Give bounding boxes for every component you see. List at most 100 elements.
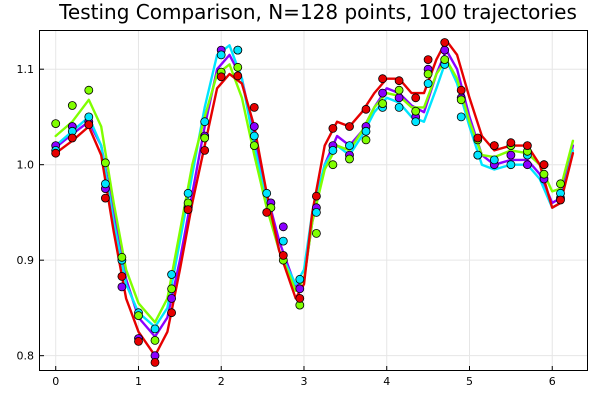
data-point-1	[278, 236, 288, 246]
data-point-1	[361, 126, 371, 136]
data-point-1	[411, 117, 421, 127]
data-point-0	[117, 282, 127, 292]
y-tick-label: 0.9	[17, 254, 35, 267]
data-point-1	[394, 103, 404, 112]
data-point-3	[183, 205, 193, 215]
data-point-2	[117, 252, 127, 262]
data-point-0	[523, 160, 532, 170]
data-point-3	[489, 141, 499, 151]
data-point-1	[84, 112, 94, 122]
data-point-1	[167, 270, 177, 279]
data-point-2	[67, 101, 77, 110]
data-point-3	[378, 74, 388, 84]
data-point-3	[345, 122, 354, 131]
data-point-1	[506, 160, 516, 170]
data-point-3	[440, 38, 450, 47]
data-point-1	[249, 131, 259, 141]
data-point-0	[295, 284, 305, 294]
data-point-3	[556, 195, 565, 205]
x-tick-label: 4	[383, 375, 390, 388]
data-point-3	[101, 193, 110, 203]
x-axis-ticks: 0 1 2 3 4 5 6	[52, 366, 556, 388]
data-point-2	[200, 133, 210, 143]
data-point-1	[216, 50, 226, 60]
data-point-1	[489, 155, 499, 165]
data-point-3	[134, 336, 143, 346]
data-point-1	[101, 179, 110, 189]
data-point-3	[423, 55, 433, 64]
x-tick-label: 3	[300, 375, 307, 388]
data-point-3	[233, 71, 243, 81]
series-layer	[51, 38, 575, 367]
data-point-2	[539, 169, 549, 179]
data-point-2	[167, 284, 177, 294]
x-tick-label: 0	[52, 375, 59, 388]
data-point-1	[311, 207, 321, 217]
data-point-1	[233, 45, 243, 55]
data-point-2	[411, 106, 421, 116]
y-tick-label: 0.8	[17, 350, 35, 363]
x-tick-label: 5	[466, 375, 473, 388]
data-point-3	[117, 271, 127, 281]
data-point-1	[456, 112, 466, 122]
data-point-0	[394, 93, 404, 103]
data-point-3	[167, 308, 177, 318]
data-point-2	[328, 160, 338, 170]
data-point-3	[216, 72, 226, 82]
x-tick-label: 6	[549, 375, 556, 388]
data-point-1	[262, 188, 272, 198]
data-point-1	[150, 324, 160, 334]
data-point-0	[506, 150, 516, 160]
data-point-3	[394, 76, 404, 86]
data-point-2	[249, 141, 259, 151]
data-point-1	[423, 79, 433, 88]
data-point-2	[150, 335, 160, 345]
data-point-0	[378, 88, 388, 98]
data-point-3	[278, 250, 288, 260]
data-point-0	[440, 45, 450, 55]
data-point-2	[134, 311, 143, 321]
data-point-3	[523, 141, 532, 151]
data-point-3	[411, 93, 421, 103]
data-point-2	[361, 135, 371, 145]
data-point-1	[295, 274, 305, 284]
data-point-0	[167, 293, 177, 303]
data-point-3	[456, 85, 466, 95]
data-point-1	[345, 141, 354, 151]
data-point-1	[183, 188, 193, 198]
data-point-3	[150, 357, 160, 367]
plot-frame	[39, 30, 588, 371]
y-tick-label: 1.1	[17, 63, 35, 76]
data-point-3	[473, 133, 483, 143]
data-point-2	[311, 228, 321, 238]
series-line-2	[54, 58, 575, 324]
x-tick-label: 2	[218, 375, 225, 388]
data-point-0	[249, 122, 259, 131]
x-tick-label: 1	[135, 375, 142, 388]
data-point-3	[295, 293, 305, 303]
series-line-3	[54, 39, 575, 357]
series-line-1	[54, 44, 575, 329]
data-point-3	[51, 148, 61, 158]
data-point-2	[345, 154, 354, 164]
data-point-3	[200, 145, 210, 155]
data-point-2	[378, 99, 388, 108]
data-point-2	[233, 62, 243, 72]
data-point-2	[394, 85, 404, 95]
data-point-1	[473, 150, 483, 160]
data-point-3	[67, 133, 77, 143]
data-point-3	[84, 120, 94, 129]
data-point-3	[328, 123, 338, 133]
data-point-0	[278, 222, 288, 232]
data-point-2	[440, 55, 450, 64]
data-point-3	[311, 191, 321, 201]
data-point-2	[51, 119, 61, 128]
chart-title: Testing Comparison, N=128 points, 100 tr…	[58, 0, 577, 24]
data-point-1	[328, 145, 338, 155]
data-point-3	[539, 160, 549, 170]
y-tick-label: 1.0	[17, 159, 35, 172]
data-point-2	[556, 179, 565, 189]
data-point-2	[84, 85, 94, 95]
data-point-3	[506, 138, 516, 148]
